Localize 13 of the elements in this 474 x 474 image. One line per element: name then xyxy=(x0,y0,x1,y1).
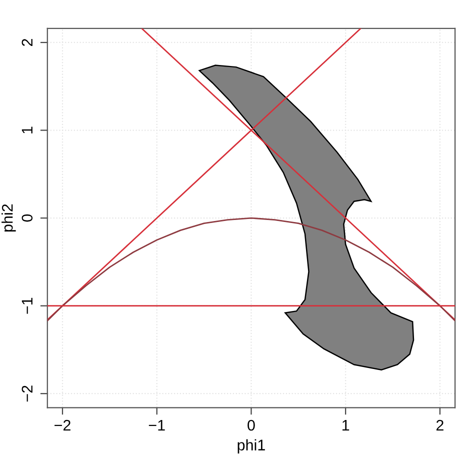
y-tick-label: 2 xyxy=(22,39,32,46)
y-tick-label: 1 xyxy=(22,126,32,134)
x-tick-label: −1 xyxy=(148,420,165,431)
x-tick-label: 1 xyxy=(342,420,350,431)
x-tick-label: −2 xyxy=(54,420,70,431)
y-tick-label: −1 xyxy=(22,298,32,314)
x-tick-label: 0 xyxy=(248,420,255,431)
y-tick-label: −2 xyxy=(22,386,32,402)
x-axis-title: phi1 xyxy=(238,439,265,454)
y-axis-title: phi2 xyxy=(2,204,16,232)
y-tick-label: 0 xyxy=(22,214,33,222)
line-series xyxy=(47,217,456,322)
x-tick-label: 2 xyxy=(436,420,444,431)
